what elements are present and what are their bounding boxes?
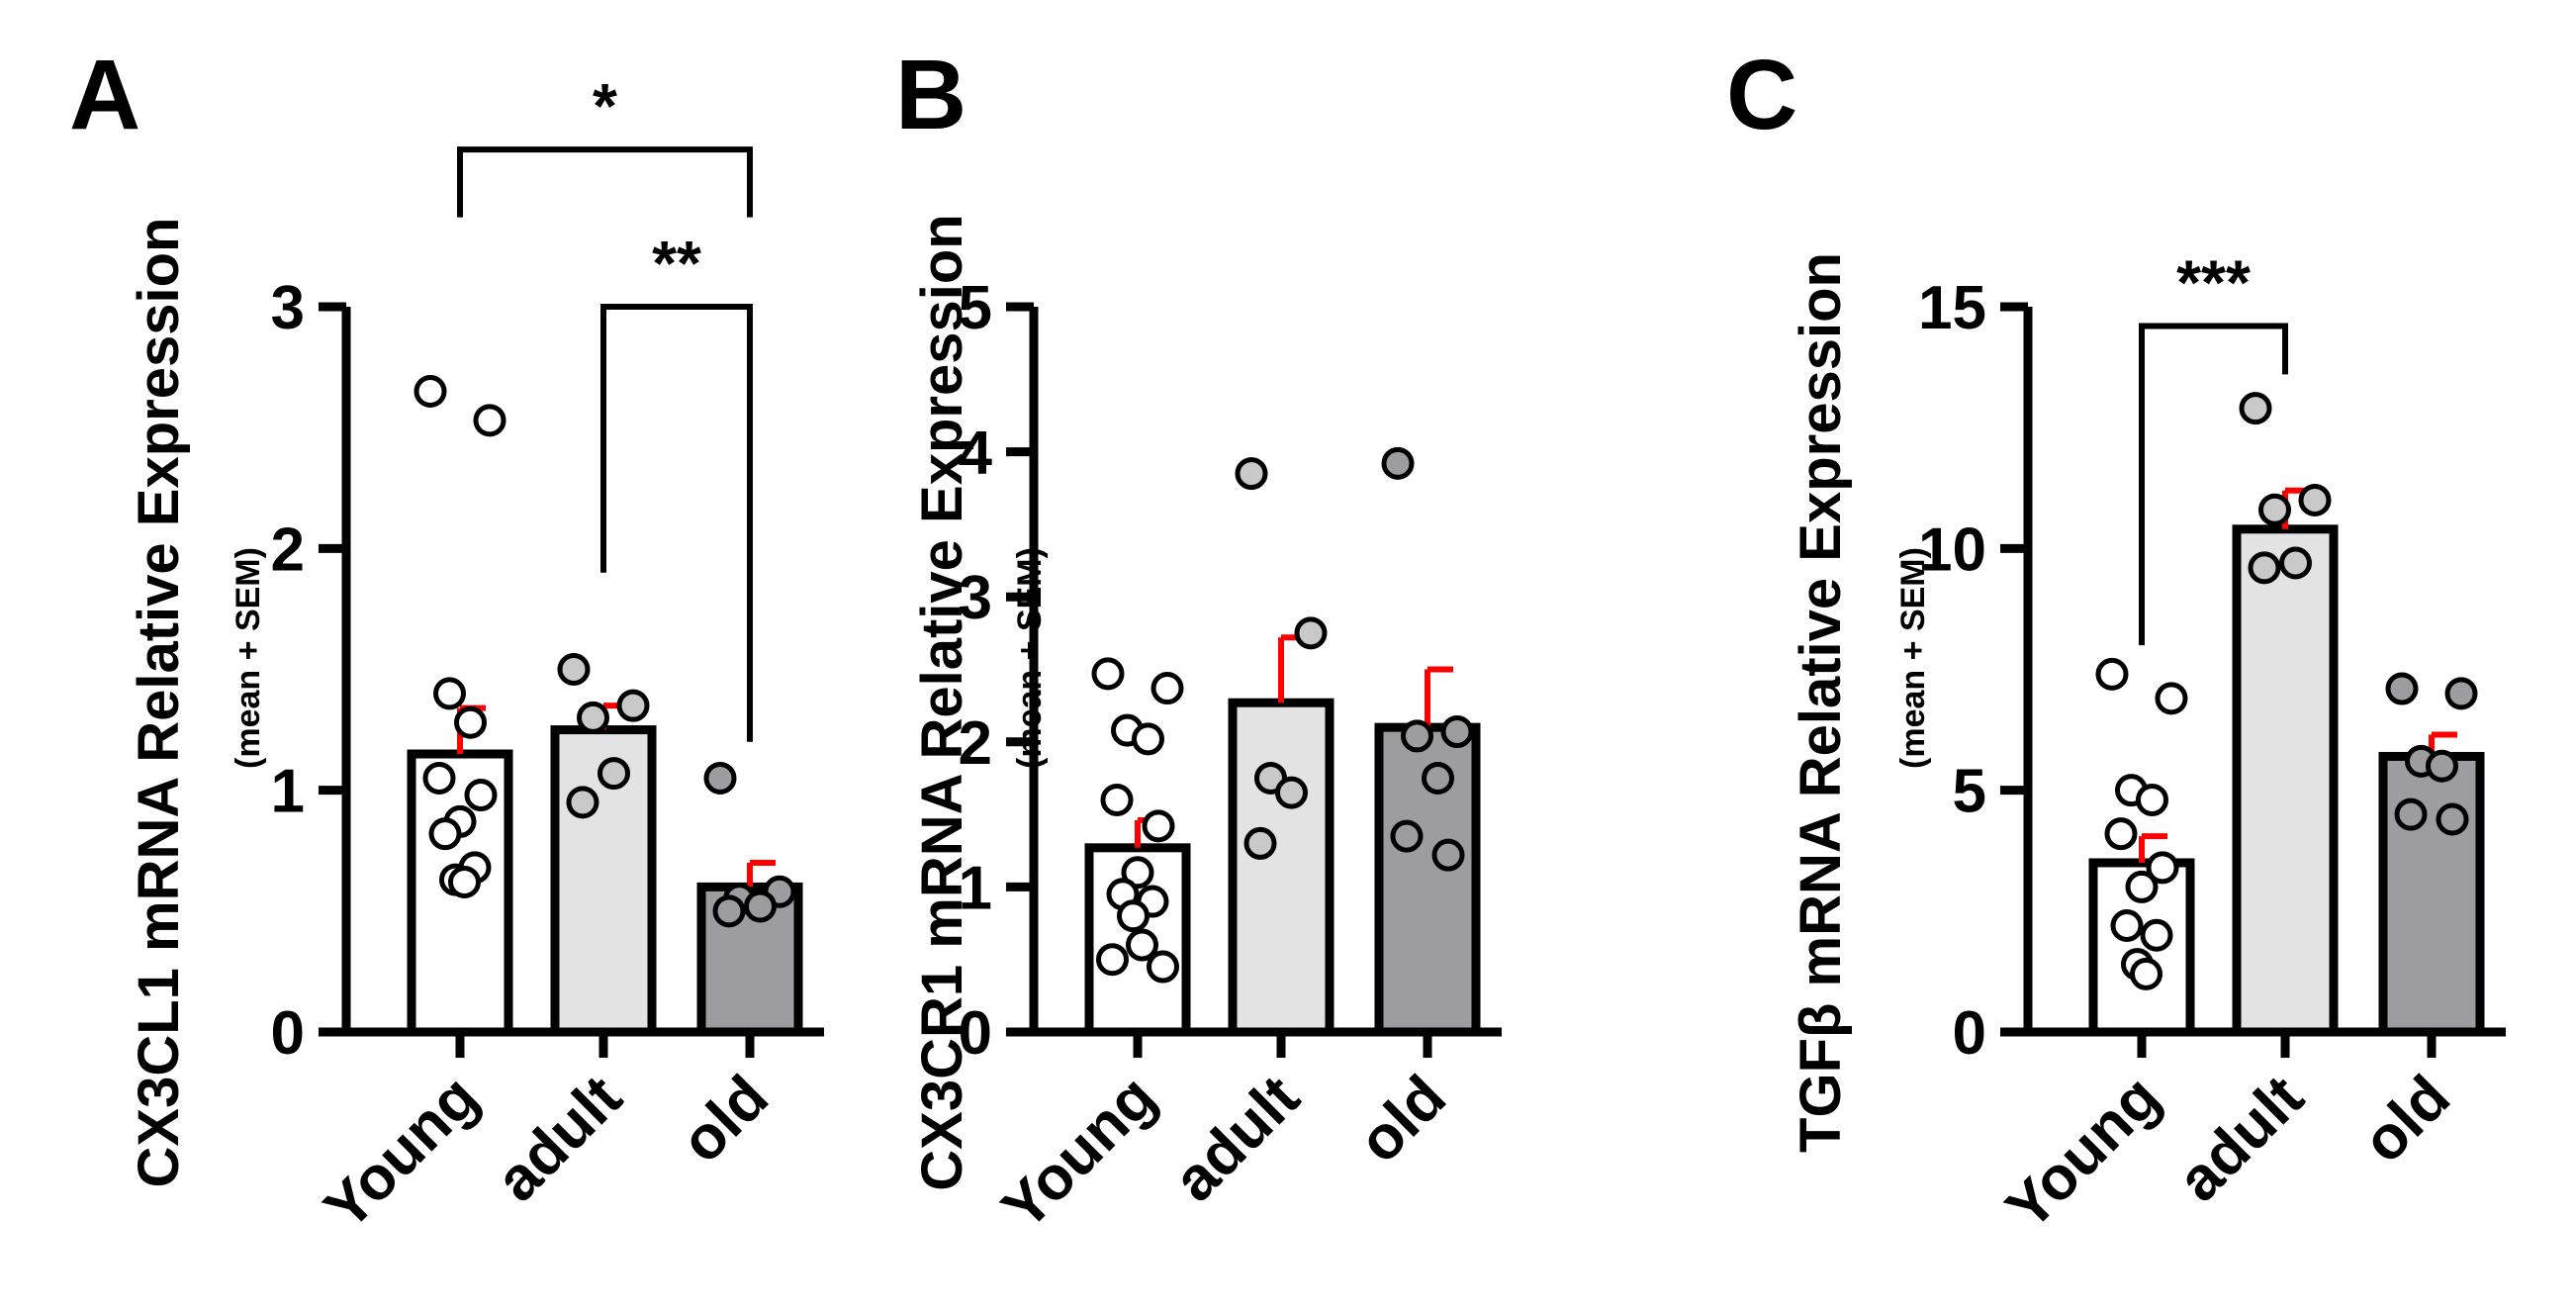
y-tick-label: 10 bbox=[1918, 516, 1986, 584]
data-point-adult bbox=[2279, 546, 2312, 580]
data-point-old bbox=[744, 890, 777, 923]
data-point-adult bbox=[2248, 551, 2281, 585]
significance-bracket bbox=[600, 304, 753, 742]
data-point-young bbox=[2140, 918, 2173, 952]
x-tick-label-adult: adult bbox=[483, 1063, 635, 1215]
panel-label: C bbox=[1726, 40, 1797, 150]
significance-label: ** bbox=[652, 228, 701, 299]
y-tick-label: 3 bbox=[271, 274, 305, 342]
data-point-old bbox=[703, 761, 737, 795]
significance-label: * bbox=[593, 70, 617, 141]
significance-label: *** bbox=[2176, 247, 2251, 319]
data-point-young bbox=[1117, 899, 1150, 933]
data-point-young bbox=[414, 375, 447, 409]
data-point-old bbox=[1381, 446, 1415, 480]
y-tick-label: 15 bbox=[1918, 274, 1986, 342]
data-point-young bbox=[1147, 950, 1179, 984]
data-point-young bbox=[2095, 657, 2129, 691]
data-point-old bbox=[1390, 819, 1424, 853]
data-point-young bbox=[2155, 682, 2188, 715]
y-tick-label: 0 bbox=[959, 999, 992, 1068]
data-point-young bbox=[1142, 809, 1175, 843]
data-point-adult bbox=[2298, 483, 2332, 516]
y-tick-label: 5 bbox=[1953, 758, 1986, 826]
y-tick-label: 1 bbox=[959, 854, 992, 922]
data-point-young bbox=[473, 404, 506, 437]
data-point-old bbox=[2426, 749, 2458, 783]
data-point-adult bbox=[1235, 457, 1268, 491]
data-point-old bbox=[1422, 761, 1454, 795]
data-point-young bbox=[454, 705, 487, 739]
data-point-young bbox=[1096, 943, 1129, 977]
data-point-young bbox=[448, 866, 481, 899]
y-tick-label: 2 bbox=[271, 516, 305, 584]
data-point-old bbox=[1431, 838, 1465, 872]
data-point-old bbox=[2394, 797, 2428, 831]
x-tick-label-young: Young bbox=[989, 1063, 1169, 1243]
data-point-adult bbox=[1243, 826, 1277, 860]
significance-bracket bbox=[457, 146, 753, 218]
data-point-adult bbox=[566, 786, 599, 819]
data-point-young bbox=[1132, 722, 1164, 756]
y-axis-title: CX3CL1 mRNA Relative Expression bbox=[127, 218, 191, 1188]
data-point-young bbox=[2136, 783, 2168, 816]
y-tick-label: 3 bbox=[959, 564, 992, 632]
x-tick-label-young: Young bbox=[1993, 1063, 2173, 1243]
bar-adult bbox=[2232, 524, 2339, 1037]
data-point-young bbox=[1126, 928, 1158, 962]
data-point-adult bbox=[598, 757, 630, 791]
data-point-adult bbox=[1294, 616, 1328, 650]
x-tick-label-old: old bbox=[2349, 1063, 2463, 1176]
data-point-young bbox=[1121, 856, 1154, 890]
data-point-young bbox=[2104, 817, 2138, 851]
data-point-young bbox=[464, 779, 498, 812]
y-tick-label: 4 bbox=[959, 420, 993, 488]
y-tick-label: 1 bbox=[271, 758, 305, 826]
data-point-young bbox=[1091, 657, 1125, 691]
data-point-adult bbox=[557, 653, 591, 686]
data-point-young bbox=[1100, 783, 1134, 816]
data-point-young bbox=[2130, 957, 2162, 990]
y-tick-label: 0 bbox=[271, 999, 305, 1068]
data-point-adult bbox=[2239, 392, 2272, 425]
y-axis-title: CX3CR1 mRNA Relative Expression bbox=[910, 214, 974, 1190]
x-tick-label-old: old bbox=[668, 1063, 782, 1176]
data-point-young bbox=[428, 817, 462, 851]
data-point-young bbox=[2146, 851, 2179, 885]
data-point-young bbox=[2110, 908, 2144, 942]
data-point-adult bbox=[2258, 493, 2291, 526]
data-point-adult bbox=[616, 689, 650, 722]
data-point-young bbox=[1150, 672, 1184, 705]
data-point-old bbox=[2385, 672, 2419, 705]
x-tick-label-young: Young bbox=[312, 1063, 492, 1243]
panel-label: B bbox=[895, 40, 966, 150]
data-point-young bbox=[433, 677, 466, 710]
data-point-adult bbox=[1275, 776, 1308, 809]
panel-label: A bbox=[69, 40, 140, 150]
bar-old bbox=[2378, 751, 2485, 1037]
data-point-adult bbox=[577, 701, 609, 734]
data-point-old bbox=[1401, 719, 1433, 753]
y-tick-label: 0 bbox=[1953, 999, 1986, 1068]
x-tick-label-old: old bbox=[1345, 1063, 1459, 1176]
y-axis-subtitle: (mean + SEM) bbox=[1894, 547, 1932, 769]
bar-young bbox=[2088, 858, 2195, 1037]
y-axis-title: TGFβ mRNA Relative Expression bbox=[1789, 252, 1853, 1153]
data-point-old bbox=[2436, 802, 2469, 836]
data-point-young bbox=[2125, 870, 2159, 903]
y-axis-subtitle: (mean + SEM) bbox=[230, 547, 267, 769]
bar-adult bbox=[1228, 698, 1334, 1037]
significance-bracket bbox=[2139, 323, 2288, 646]
x-tick-label-adult: adult bbox=[2164, 1063, 2317, 1215]
y-tick-label: 2 bbox=[959, 709, 992, 778]
data-point-old bbox=[2444, 677, 2478, 710]
data-point-young bbox=[422, 761, 456, 795]
data-point-old bbox=[712, 894, 746, 928]
y-tick-label: 5 bbox=[959, 274, 992, 342]
x-tick-label-adult: adult bbox=[1160, 1063, 1313, 1215]
data-point-old bbox=[1440, 715, 1474, 749]
